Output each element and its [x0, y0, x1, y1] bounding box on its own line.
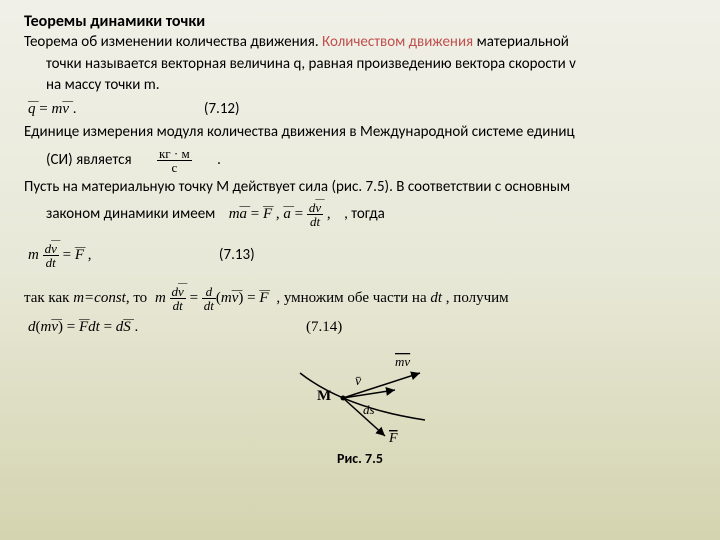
figure-7-5: М v̄ mv ds F Рис. 7.5	[24, 348, 696, 467]
p1-accent: Количеством движения	[322, 33, 473, 51]
paragraph-2-line2: (СИ) является кг · мс .	[24, 145, 696, 176]
fig-label-M: М	[317, 388, 331, 404]
fig-label-ds: ds	[363, 402, 375, 417]
paragraph-2-line1: Единице измерения модуля количества движ…	[24, 123, 696, 143]
p3-text-c: , тогда	[344, 205, 385, 223]
figure-svg: М v̄ mv ds F	[285, 348, 435, 448]
p1-text-a: Теорема об изменении количества движения…	[24, 33, 322, 51]
fig-label-mv: mv	[395, 354, 410, 369]
figure-caption: Рис. 7.5	[24, 450, 696, 467]
equation-7-13: m dvdt = F , (7.13)	[24, 240, 696, 271]
eq14-number: (7.14)	[306, 318, 342, 338]
paragraph-3-line1: Пусть на материальную точку М действует …	[24, 178, 696, 198]
eq13-number: (7.13)	[219, 246, 255, 266]
eq13-formula: m dvdt = F ,	[24, 240, 96, 271]
eq-inline-law: ma = F , a = dvdt ,	[225, 199, 335, 230]
eq14-e: dt	[430, 290, 442, 306]
p1-line3: на массу точки m.	[24, 76, 696, 96]
eq14-c: , то	[126, 290, 151, 306]
p3-text-b: законом динамики имеем	[46, 205, 215, 223]
p2-text-c: .	[217, 151, 221, 169]
fig-label-v: v̄	[355, 374, 362, 389]
eq14-d: , умножим обе части на	[276, 290, 430, 306]
section-title: Теоремы динамики точки	[24, 12, 696, 31]
eq12-number: (7.12)	[204, 100, 240, 120]
paragraph-3-line2: законом динамики имеем ma = F , a = dvdt…	[24, 199, 696, 230]
eq14-mid: m dvdt = ddt(mv) = F	[151, 283, 273, 314]
p1-line2: точки называется векторная величина q, р…	[24, 55, 696, 75]
p2-text-b: (СИ) является	[46, 151, 132, 169]
p1-text-c: материальной	[473, 33, 569, 51]
equation-7-12: q = mv . (7.12)	[24, 98, 696, 122]
eq14-f: , получим	[442, 290, 509, 306]
fig-label-F: F	[388, 431, 398, 446]
equation-7-14-line1: так как m=const, то m dvdt = ddt(mv) = F…	[24, 283, 696, 314]
paragraph-1: Теорема об изменении количества движения…	[24, 33, 696, 53]
equation-7-14-line2: d(mv) = Fdt = dS . (7.14)	[24, 316, 696, 340]
eq14-formula: d(mv) = Fdt = dS .	[24, 316, 142, 340]
eq14-a: так как	[24, 290, 73, 306]
eq-unit: кг · мс	[153, 145, 196, 176]
eq12-formula: q = mv .	[24, 98, 80, 122]
eq14-b: m=const	[73, 290, 126, 306]
